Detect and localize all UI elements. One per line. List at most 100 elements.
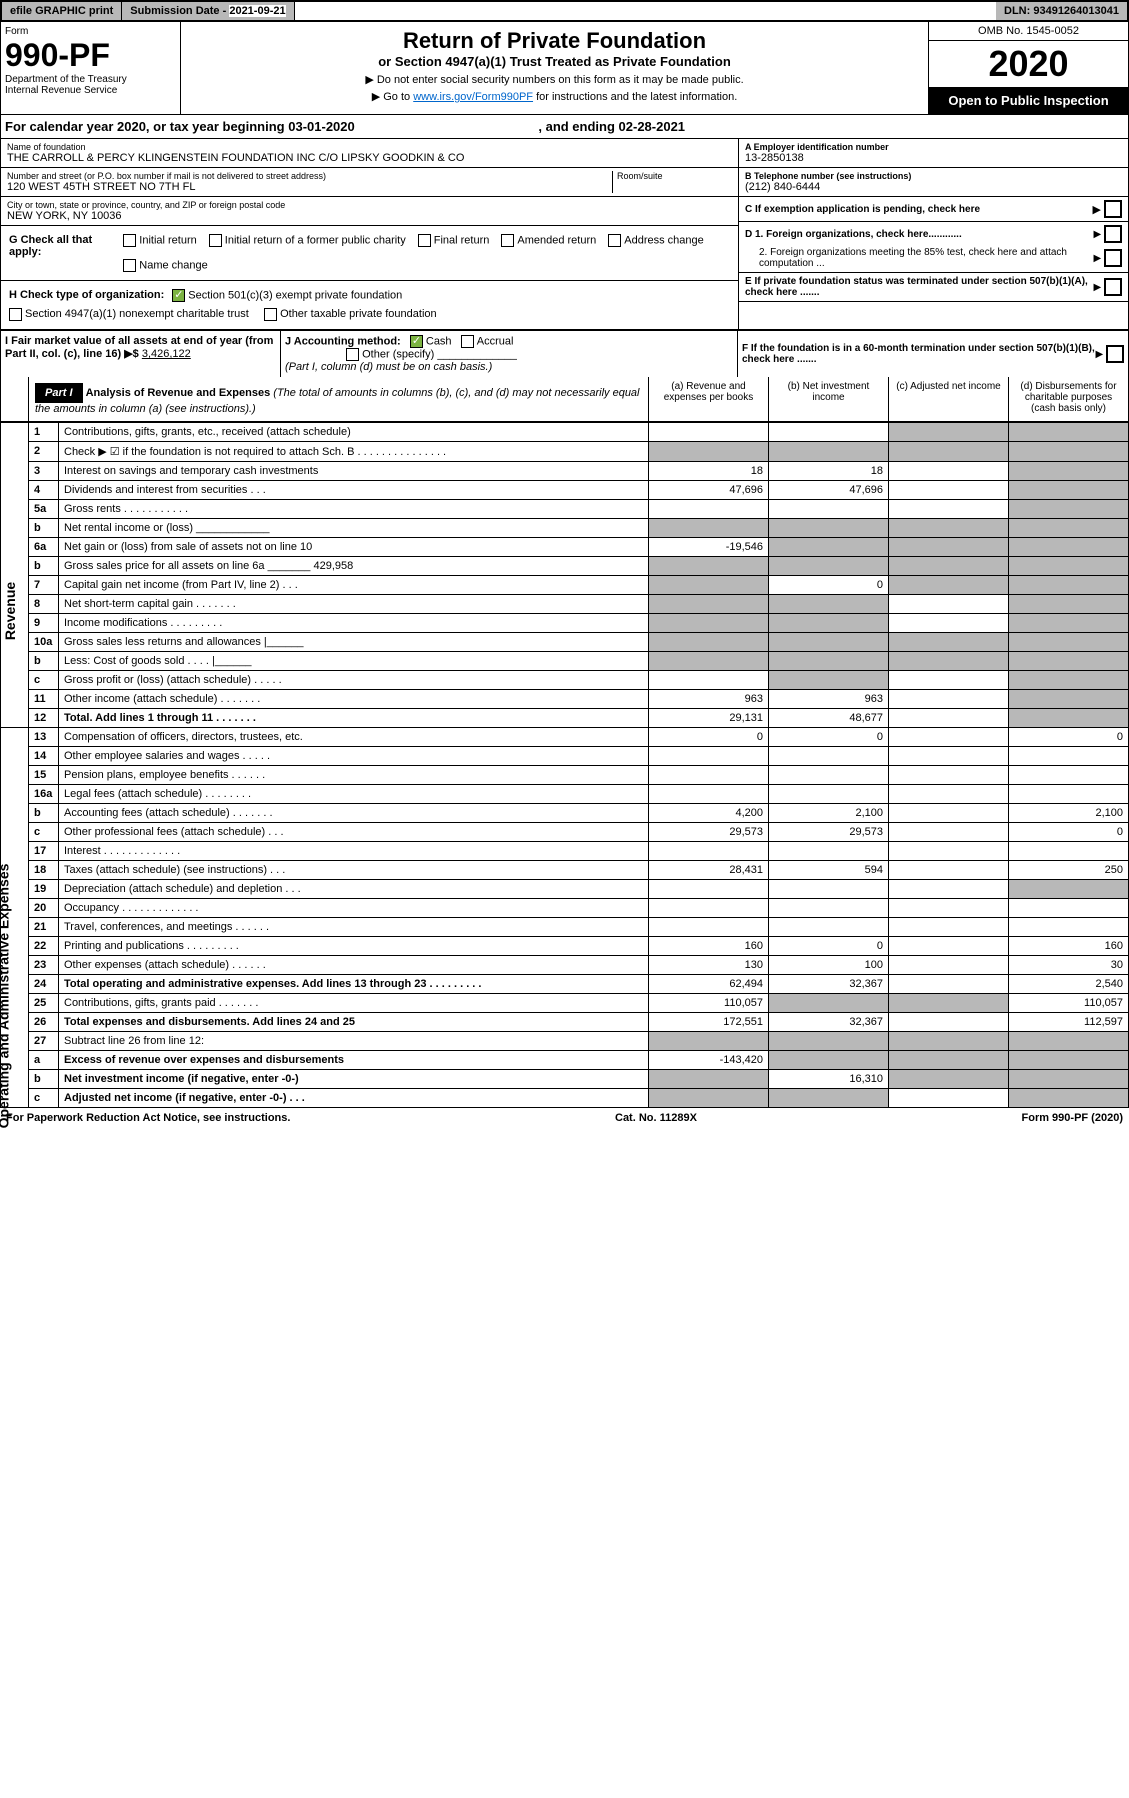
row-label: Net short-term capital gain . . . . . . … — [59, 595, 649, 614]
form990pf-link[interactable]: www.irs.gov/Form990PF — [413, 91, 533, 103]
value-cell-d — [1009, 462, 1129, 481]
value-cell-c — [889, 671, 1009, 690]
opt-address-change[interactable]: Address change — [608, 234, 704, 247]
instr2-pre: ▶ Go to — [372, 91, 413, 103]
value-cell-c — [889, 956, 1009, 975]
h1-label: Section 501(c)(3) exempt private foundat… — [188, 289, 402, 301]
row-number: 26 — [29, 1013, 59, 1032]
dln-value: 93491264013041 — [1033, 5, 1119, 17]
cash-checkbox[interactable] — [410, 335, 423, 348]
opt-initial-return[interactable]: Initial return — [123, 234, 196, 247]
opt-final-return[interactable]: Final return — [418, 234, 490, 247]
f-label: F If the foundation is in a 60-month ter… — [742, 343, 1096, 365]
row-number: 17 — [29, 842, 59, 861]
value-cell-d — [1009, 538, 1129, 557]
rot-spacer — [1, 377, 29, 421]
accrual-checkbox[interactable] — [461, 335, 474, 348]
row-number: 12 — [29, 709, 59, 728]
value-cell-c — [889, 785, 1009, 804]
value-cell-c — [889, 899, 1009, 918]
value-cell-d: 2,540 — [1009, 975, 1129, 994]
value-cell-b — [769, 842, 889, 861]
value-cell-a — [649, 785, 769, 804]
foundation-name-cell: Name of foundation THE CARROLL & PERCY K… — [1, 139, 738, 168]
table-row: 6aNet gain or (loss) from sale of assets… — [1, 538, 1129, 557]
opt-501c3[interactable]: Section 501(c)(3) exempt private foundat… — [172, 289, 402, 302]
row-label: Legal fees (attach schedule) . . . . . .… — [59, 785, 649, 804]
value-cell-c — [889, 880, 1009, 899]
arrow-icon: ▶ — [1094, 253, 1102, 264]
row-number: 22 — [29, 937, 59, 956]
name-value: THE CARROLL & PERCY KLINGENSTEIN FOUNDAT… — [7, 152, 732, 164]
value-cell-b: 963 — [769, 690, 889, 709]
value-cell-c — [889, 747, 1009, 766]
value-cell-b: 29,573 — [769, 823, 889, 842]
table-row: 14Other employee salaries and wages . . … — [1, 747, 1129, 766]
addr-label: Number and street (or P.O. box number if… — [7, 171, 612, 181]
opt-4947a1[interactable]: Section 4947(a)(1) nonexempt charitable … — [9, 308, 249, 320]
c-checkbox[interactable] — [1104, 200, 1122, 218]
opt-label: Initial return of a former public charit… — [225, 234, 406, 246]
value-cell-a: 18 — [649, 462, 769, 481]
row-number: 11 — [29, 690, 59, 709]
j-label: J Accounting method: — [285, 335, 401, 347]
value-cell-a — [649, 766, 769, 785]
row-label: Pension plans, employee benefits . . . .… — [59, 766, 649, 785]
table-row: cOther professional fees (attach schedul… — [1, 823, 1129, 842]
value-cell-d — [1009, 880, 1129, 899]
f-checkbox[interactable] — [1106, 345, 1124, 363]
row-number: 21 — [29, 918, 59, 937]
opt-other-taxable[interactable]: Other taxable private foundation — [264, 308, 437, 320]
row-number: c — [29, 671, 59, 690]
row-label: Interest . . . . . . . . . . . . . — [59, 842, 649, 861]
table-row: bGross sales price for all assets on lin… — [1, 557, 1129, 576]
opt-label: Initial return — [139, 234, 196, 246]
value-cell-c — [889, 500, 1009, 519]
value-cell-c — [889, 918, 1009, 937]
value-cell-a — [649, 614, 769, 633]
row-number: 7 — [29, 576, 59, 595]
form-title: Return of Private Foundation — [187, 28, 922, 54]
opt-name-change[interactable]: Name change — [123, 259, 208, 272]
row-label: Interest on savings and temporary cash i… — [59, 462, 649, 481]
value-cell-a: 963 — [649, 690, 769, 709]
arrow-icon: ▶ — [1096, 349, 1104, 360]
d1-checkbox[interactable] — [1104, 225, 1122, 243]
value-cell-b — [769, 785, 889, 804]
row-number: 13 — [29, 728, 59, 747]
e-checkbox[interactable] — [1104, 278, 1122, 296]
value-cell-d — [1009, 785, 1129, 804]
d2-checkbox[interactable] — [1104, 249, 1122, 267]
row-label: Depreciation (attach schedule) and deple… — [59, 880, 649, 899]
accrual-label: Accrual — [477, 335, 514, 347]
h-label: H Check type of organization: — [9, 289, 164, 301]
row-label: Contributions, gifts, grants paid . . . … — [59, 994, 649, 1013]
value-cell-c — [889, 728, 1009, 747]
open-public-label: Open to Public Inspection — [929, 87, 1128, 114]
table-row: cAdjusted net income (if negative, enter… — [1, 1089, 1129, 1108]
value-cell-b — [769, 595, 889, 614]
col-d-header: (d) Disbursements for charitable purpose… — [1008, 377, 1128, 421]
table-row: Revenue1Contributions, gifts, grants, et… — [1, 423, 1129, 442]
part1-header-row: Part I Analysis of Revenue and Expenses … — [0, 377, 1129, 422]
row-label: Net investment income (if negative, ente… — [59, 1070, 649, 1089]
value-cell-c — [889, 690, 1009, 709]
value-cell-d: 112,597 — [1009, 1013, 1129, 1032]
other-checkbox[interactable] — [346, 348, 359, 361]
row-label: Gross sales price for all assets on line… — [59, 557, 649, 576]
d1-label: D 1. Foreign organizations, check here..… — [745, 229, 1094, 240]
opt-amended-return[interactable]: Amended return — [501, 234, 596, 247]
instr2-post: for instructions and the latest informat… — [533, 91, 737, 103]
value-cell-a — [649, 1070, 769, 1089]
row-number: c — [29, 1089, 59, 1108]
row-number: 15 — [29, 766, 59, 785]
value-cell-b — [769, 880, 889, 899]
form-instr1: ▶ Do not enter social security numbers o… — [187, 73, 922, 86]
value-cell-a — [649, 557, 769, 576]
cal-mid: , and ending — [538, 119, 618, 134]
opt-initial-return-public[interactable]: Initial return of a former public charit… — [209, 234, 406, 247]
row-label: Total. Add lines 1 through 11 . . . . . … — [59, 709, 649, 728]
value-cell-d — [1009, 690, 1129, 709]
row-number: a — [29, 1051, 59, 1070]
value-cell-c — [889, 595, 1009, 614]
